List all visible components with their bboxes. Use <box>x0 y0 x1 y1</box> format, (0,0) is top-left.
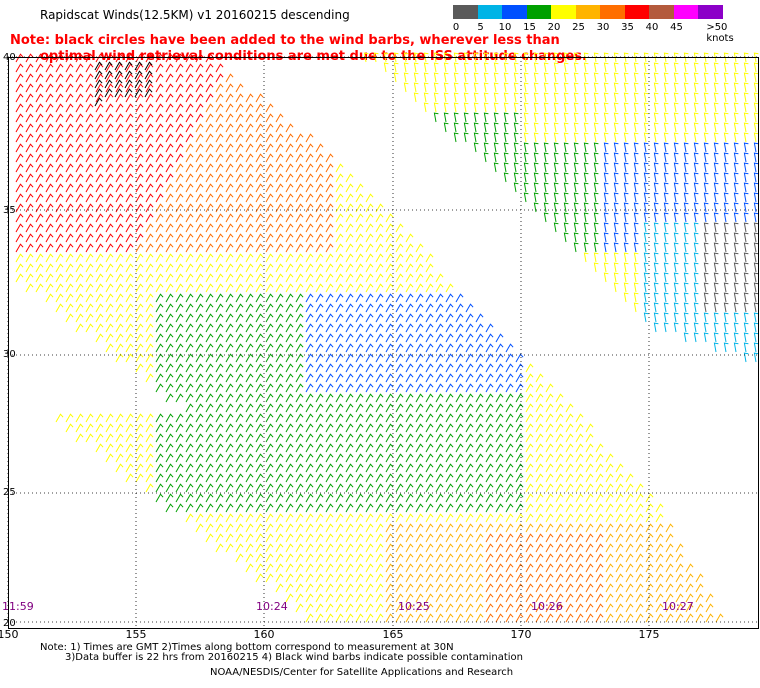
colorbar-label: 45 <box>670 22 683 33</box>
lon-label-155: 155 <box>125 628 147 641</box>
footer-note-1: Note: 1) Times are GMT 2)Times along bot… <box>40 642 454 653</box>
lon-label-150: 150 <box>0 628 19 641</box>
colorbar-swatch <box>673 5 699 19</box>
lon-label-160: 160 <box>253 628 275 641</box>
colorbar-swatch <box>575 5 601 19</box>
time-label-5: 10:27 <box>662 600 694 613</box>
lat-label-20: 20 <box>3 618 16 629</box>
colorbar-swatch <box>624 5 650 19</box>
colorbar-swatch <box>526 5 552 19</box>
colorbar-label: 15 <box>523 22 536 33</box>
footer-note-2: 3)Data buffer is 22 hrs from 20160215 4)… <box>65 652 523 663</box>
colorbar-swatch <box>600 5 625 19</box>
lat-label-35: 35 <box>3 205 16 216</box>
time-label-1: 11:59 <box>2 600 34 613</box>
colorbar-swatch <box>502 5 527 19</box>
colorbar-swatch <box>453 5 478 19</box>
lon-label-170: 170 <box>510 628 532 641</box>
wind-swaths <box>15 52 759 623</box>
colorbar-label: >50 knots <box>706 22 734 44</box>
colorbar-label: 5 <box>477 22 484 33</box>
lat-label-40: 40 <box>3 52 16 63</box>
colorbar-label: 30 <box>596 22 610 33</box>
colorbar-swatch <box>551 5 576 19</box>
time-label-2: 10:24 <box>256 600 288 613</box>
colorbar-label: 40 <box>645 22 659 33</box>
lat-label-25: 25 <box>3 487 16 498</box>
lat-lon-grid <box>7 56 759 629</box>
lat-label-30: 30 <box>3 349 16 360</box>
footer-credit: NOAA/NESDIS/Center for Satellite Applica… <box>210 667 514 678</box>
map-title: Rapidscat Winds(12.5KM) v1 20160215 desc… <box>40 8 350 22</box>
time-label-3: 10:25 <box>398 600 430 613</box>
colorbar-label: 25 <box>572 22 585 33</box>
lon-label-165: 165 <box>382 628 404 641</box>
note-line-1: Note: black circles have been added to t… <box>10 33 560 48</box>
colorbar-label: 10 <box>498 22 512 33</box>
colorbar-swatch <box>698 5 723 19</box>
colorbar-label: 0 <box>452 22 460 33</box>
colorbar-label: 35 <box>621 22 634 33</box>
colorbar-label: 20 <box>547 22 561 33</box>
lon-label-175: 175 <box>638 628 660 641</box>
colorbar-swatch <box>477 5 503 19</box>
colorbar-swatch <box>649 5 674 19</box>
time-label-4: 10:26 <box>531 600 563 613</box>
